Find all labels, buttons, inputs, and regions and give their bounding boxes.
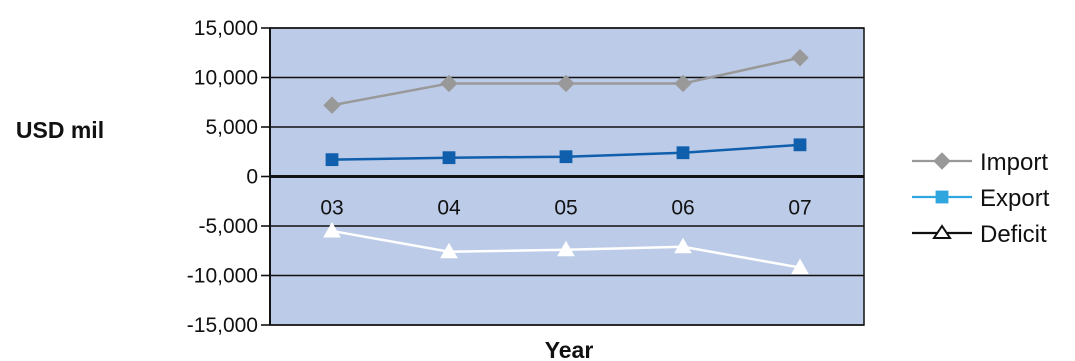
deficit-point xyxy=(791,258,809,275)
y-tick-label: 0 xyxy=(246,166,258,189)
legend-label-import: Import xyxy=(980,149,1048,176)
import-point xyxy=(674,74,692,93)
y-tick-label: -5,000 xyxy=(198,215,258,238)
x-axis-tick-labels: 03 04 05 06 07 xyxy=(320,197,811,220)
y-tick-label: 10,000 xyxy=(194,67,258,90)
export-point xyxy=(325,153,339,167)
y-axis: 15,000 10,000 5,000 0 -5,000 -10,000 -15,000 xyxy=(187,17,271,337)
x-tick-label: 05 xyxy=(554,197,577,220)
deficit-point xyxy=(557,240,575,257)
x-tick-label: 07 xyxy=(788,197,811,220)
import-point xyxy=(440,74,458,93)
x-tick-label: 06 xyxy=(671,197,694,220)
legend-marker-deficit xyxy=(932,224,952,239)
export-point xyxy=(793,138,807,152)
y-tick-label: -10,000 xyxy=(187,265,258,288)
import-point xyxy=(557,74,575,93)
y-axis-title: USD mil xyxy=(16,117,104,143)
x-tick-label: 04 xyxy=(437,197,461,220)
y-tick-label: 15,000 xyxy=(194,17,258,40)
y-tick-label: 5,000 xyxy=(205,116,258,139)
x-tick-label: 03 xyxy=(320,197,343,220)
export-point xyxy=(676,146,690,160)
legend-label-export: Export xyxy=(980,185,1050,212)
import-point xyxy=(791,48,809,67)
gridlines xyxy=(270,27,864,326)
legend-marker-import xyxy=(933,152,951,170)
legend-label-deficit: Deficit xyxy=(980,221,1047,248)
deficit-point xyxy=(440,242,458,259)
export-point xyxy=(559,150,573,164)
deficit-point xyxy=(323,221,341,238)
series-import xyxy=(323,48,809,114)
series-group xyxy=(323,48,809,275)
y-tick-label: -15,000 xyxy=(187,314,258,337)
series-export xyxy=(325,138,807,167)
legend: Import Export Deficit xyxy=(912,149,1050,248)
deficit-point xyxy=(674,237,692,254)
import-point xyxy=(323,96,341,114)
legend-marker-export xyxy=(935,190,949,204)
series-deficit xyxy=(323,221,809,275)
x-axis-title: Year xyxy=(545,337,594,361)
export-point xyxy=(442,151,456,165)
